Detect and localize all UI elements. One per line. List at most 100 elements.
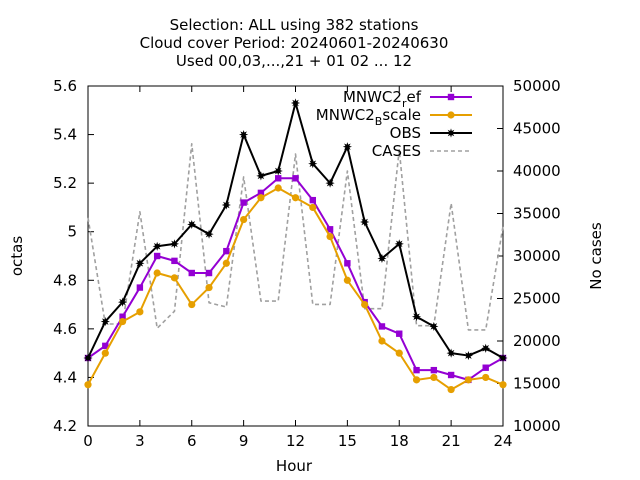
data-point [498, 353, 508, 363]
series-line [87, 187, 504, 391]
data-point [275, 175, 282, 182]
data-point [377, 253, 387, 264]
plot-series [83, 98, 508, 394]
y-axis-label: octas [8, 236, 26, 276]
data-point [100, 316, 110, 327]
y2-tick-label: 35000 [513, 205, 561, 223]
y-tick-label: 5.4 [53, 126, 77, 144]
data-point [153, 252, 161, 260]
chart-title-line-2: Cloud cover Period: 20240601-20240630 [140, 34, 449, 52]
y2-tick-label: 45000 [513, 120, 561, 138]
plot-frame [87, 85, 504, 427]
data-point [205, 269, 213, 277]
data-point [117, 297, 128, 307]
data-point [136, 308, 144, 316]
legend-label: OBS [390, 124, 421, 142]
data-point [412, 376, 421, 384]
data-point [325, 178, 335, 188]
data-point [101, 349, 109, 357]
legend-swatch-marker [447, 111, 455, 119]
chart-title-line-1: Selection: ALL using 382 stations [170, 16, 419, 34]
data-point [257, 189, 265, 197]
data-point [102, 342, 109, 350]
data-point [240, 199, 247, 206]
legend-swatch-marker [447, 93, 455, 101]
x-axis-label: Hour [276, 457, 313, 475]
data-point [239, 129, 249, 140]
x-tick-label: 3 [135, 432, 145, 450]
data-point [119, 313, 126, 320]
data-point [411, 312, 422, 322]
y2-tick-label: 25000 [513, 290, 561, 308]
data-point [394, 239, 404, 249]
y2-axis-label: No cases [587, 222, 605, 290]
data-point [274, 184, 282, 192]
data-point [153, 269, 161, 277]
legend-item: MNWC2Bscale [316, 106, 472, 128]
y-tick-label: 4.2 [53, 417, 77, 435]
y2-tick-label: 40000 [513, 162, 561, 180]
data-point [378, 337, 386, 345]
chart-title: Selection: ALL using 382 stations Cloud … [140, 16, 449, 70]
data-point [378, 323, 386, 330]
data-point [221, 200, 231, 210]
x-tick-label: 6 [187, 432, 197, 450]
y-tick-label: 4.6 [53, 320, 77, 338]
y2-tick-label: 20000 [513, 332, 561, 350]
data-point [290, 98, 301, 108]
x-tick-label: 24 [493, 432, 512, 450]
y-tick-label: 4.4 [53, 368, 77, 386]
data-point [395, 349, 403, 357]
data-point [187, 219, 197, 230]
series-mnwc2-bscale [84, 184, 507, 394]
data-point [240, 215, 248, 224]
data-point [326, 226, 334, 233]
y2-tick-label: 50000 [513, 77, 561, 95]
series-obs [83, 98, 508, 363]
data-point [257, 194, 265, 202]
series-mnwc2-ref [84, 175, 507, 384]
y2-tick-label: 15000 [513, 375, 561, 393]
data-point [118, 317, 127, 326]
series-line [87, 143, 504, 331]
data-point [447, 371, 455, 379]
data-point [396, 330, 403, 337]
chart-title-line-3: Used 00,03,...,21 + 01 02 ... 12 [176, 52, 412, 70]
data-point [188, 300, 196, 309]
x-tick-label: 18 [390, 432, 409, 450]
data-point [360, 217, 370, 227]
x-tick-label: 0 [83, 432, 93, 450]
data-point [170, 274, 179, 282]
data-point [84, 381, 92, 389]
legend-label: MNWC2Bscale [316, 106, 421, 128]
legend-swatch-marker [446, 128, 456, 138]
data-point [429, 321, 439, 332]
data-point [413, 366, 420, 374]
data-point [256, 171, 266, 181]
data-point [309, 196, 316, 204]
data-point [446, 348, 456, 358]
data-point [152, 241, 162, 251]
data-point [309, 203, 317, 212]
data-point [223, 247, 230, 255]
data-point [308, 159, 318, 169]
y-tick-label: 5.6 [53, 77, 77, 95]
y2-tick-label: 10000 [513, 417, 561, 435]
data-point [169, 239, 180, 249]
x-tick-label: 15 [338, 432, 357, 450]
x-tick-label: 21 [442, 432, 461, 450]
series-line [87, 102, 504, 359]
legend-label: MNWC2ref [343, 88, 422, 110]
y-tick-label: 5.2 [53, 174, 77, 192]
data-point [499, 381, 507, 389]
data-point [205, 283, 213, 292]
legend-label: CASES [372, 142, 421, 160]
data-point [482, 364, 489, 371]
legend-item: OBS [390, 124, 472, 142]
y-tick-label: 5 [67, 223, 77, 241]
data-point [464, 376, 473, 384]
data-point [481, 343, 491, 353]
data-point [291, 194, 300, 202]
data-point [343, 276, 351, 284]
